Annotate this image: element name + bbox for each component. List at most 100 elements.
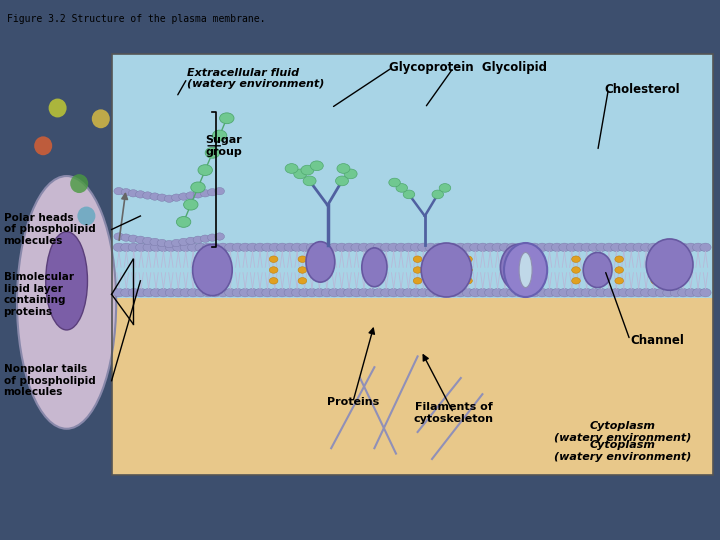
Circle shape: [135, 191, 145, 198]
Circle shape: [469, 288, 481, 297]
Circle shape: [514, 243, 526, 252]
Circle shape: [269, 267, 278, 273]
Circle shape: [114, 187, 124, 195]
Circle shape: [641, 243, 652, 252]
Circle shape: [670, 288, 681, 297]
Circle shape: [366, 243, 377, 252]
Circle shape: [202, 243, 214, 252]
Circle shape: [310, 161, 323, 171]
Circle shape: [193, 236, 203, 244]
Circle shape: [433, 243, 444, 252]
Circle shape: [440, 288, 451, 297]
Circle shape: [596, 288, 607, 297]
Circle shape: [128, 243, 140, 252]
Text: Cytoplasm
(watery environment): Cytoplasm (watery environment): [554, 440, 691, 462]
Circle shape: [186, 237, 196, 245]
Ellipse shape: [362, 248, 387, 287]
Circle shape: [373, 288, 384, 297]
Circle shape: [143, 192, 153, 199]
FancyBboxPatch shape: [112, 298, 713, 475]
Ellipse shape: [49, 98, 66, 118]
Circle shape: [395, 243, 407, 252]
Circle shape: [359, 288, 369, 297]
Text: Figure 3.2 Structure of the plasma membrane.: Figure 3.2 Structure of the plasma membr…: [7, 14, 266, 24]
Circle shape: [113, 288, 125, 297]
Circle shape: [381, 243, 392, 252]
Circle shape: [500, 288, 510, 297]
Circle shape: [121, 234, 131, 241]
Circle shape: [220, 113, 234, 124]
Circle shape: [217, 243, 228, 252]
Circle shape: [507, 288, 518, 297]
Circle shape: [447, 243, 459, 252]
Circle shape: [439, 184, 451, 192]
Circle shape: [173, 288, 184, 297]
Circle shape: [217, 288, 228, 297]
Circle shape: [321, 288, 333, 297]
Circle shape: [396, 184, 408, 192]
Circle shape: [403, 243, 414, 252]
Text: Cholesterol: Cholesterol: [605, 83, 680, 96]
Ellipse shape: [583, 252, 612, 287]
Circle shape: [373, 243, 384, 252]
Circle shape: [158, 288, 169, 297]
Circle shape: [336, 243, 347, 252]
Circle shape: [662, 243, 674, 252]
Circle shape: [403, 288, 414, 297]
Circle shape: [191, 182, 205, 193]
Circle shape: [306, 243, 318, 252]
Text: Polar heads
of phospholipid
molecules: Polar heads of phospholipid molecules: [4, 213, 95, 246]
Circle shape: [166, 288, 176, 297]
Circle shape: [552, 288, 562, 297]
Text: Proteins: Proteins: [327, 397, 379, 407]
Circle shape: [171, 239, 181, 247]
Circle shape: [514, 288, 526, 297]
Circle shape: [166, 243, 176, 252]
Circle shape: [113, 243, 125, 252]
Ellipse shape: [519, 252, 532, 287]
Circle shape: [507, 243, 518, 252]
Circle shape: [611, 288, 622, 297]
Circle shape: [544, 243, 555, 252]
Circle shape: [343, 288, 355, 297]
Circle shape: [388, 243, 400, 252]
Circle shape: [641, 288, 652, 297]
Circle shape: [215, 187, 225, 195]
Circle shape: [447, 288, 459, 297]
Circle shape: [298, 256, 307, 262]
Circle shape: [618, 288, 629, 297]
Circle shape: [685, 288, 696, 297]
Circle shape: [552, 243, 562, 252]
Circle shape: [670, 243, 681, 252]
Circle shape: [559, 243, 570, 252]
Circle shape: [381, 288, 392, 297]
Circle shape: [210, 288, 221, 297]
Circle shape: [536, 288, 548, 297]
Circle shape: [544, 288, 555, 297]
Circle shape: [298, 267, 307, 273]
Circle shape: [685, 243, 696, 252]
Circle shape: [128, 235, 138, 242]
Circle shape: [418, 288, 429, 297]
Circle shape: [581, 288, 593, 297]
Circle shape: [254, 243, 266, 252]
Circle shape: [522, 243, 533, 252]
Circle shape: [492, 288, 503, 297]
Circle shape: [469, 243, 481, 252]
Circle shape: [678, 243, 689, 252]
Circle shape: [269, 256, 278, 262]
FancyBboxPatch shape: [112, 54, 713, 298]
Circle shape: [455, 243, 466, 252]
Circle shape: [173, 243, 184, 252]
Circle shape: [655, 243, 667, 252]
Text: Glycoprotein  Glycolipid: Glycoprotein Glycolipid: [389, 61, 546, 74]
Circle shape: [301, 165, 314, 175]
Circle shape: [269, 243, 281, 252]
Circle shape: [432, 190, 444, 199]
Circle shape: [200, 190, 210, 197]
Ellipse shape: [504, 243, 547, 297]
Circle shape: [328, 243, 340, 252]
Circle shape: [566, 243, 577, 252]
Circle shape: [603, 243, 615, 252]
Circle shape: [202, 288, 214, 297]
